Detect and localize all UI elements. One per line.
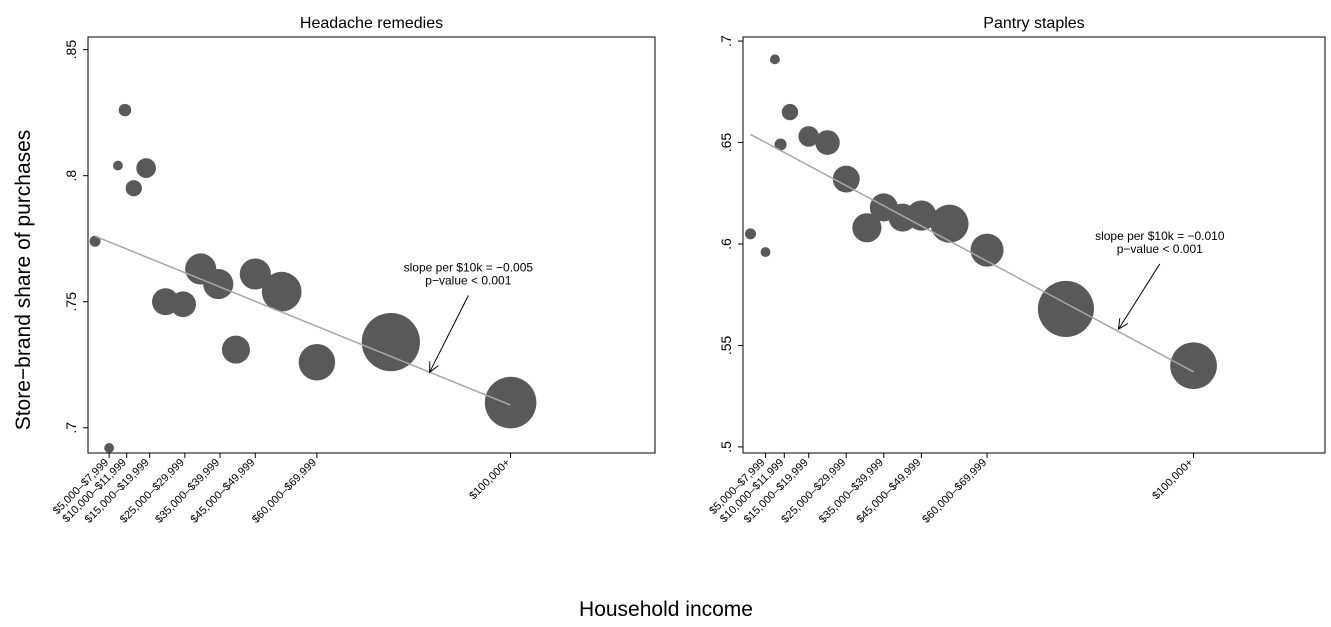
y-tick-label: .85 (63, 40, 79, 60)
data-point (781, 103, 799, 121)
data-point (1170, 342, 1217, 390)
y-tick-label: .75 (63, 292, 79, 312)
y-tick-label: .55 (718, 336, 734, 356)
panel-pantry-staples: Pantry staples.5.55.6.65.7$5,000–$7,999$… (707, 15, 1326, 526)
x-axis-label: Household income (579, 598, 753, 621)
data-point (113, 160, 123, 171)
annotation-text: slope per $10k = −0.005 (404, 260, 534, 274)
annotation-arrowhead (1117, 318, 1129, 331)
data-point (170, 291, 196, 318)
x-tick-label: $45,000–$49,999 (188, 457, 257, 526)
x-tick-label: $60,000–$69,999 (920, 457, 989, 526)
y-tick-label: .7 (63, 422, 79, 434)
y-axis-label: Store−brand share of purchases (12, 130, 35, 431)
annotation-arrow (1118, 263, 1161, 330)
x-tick-label: $25,000–$29,999 (118, 457, 187, 526)
data-point (906, 200, 937, 231)
annotation-arrowhead (429, 361, 439, 374)
data-point (239, 258, 271, 290)
fit-line (750, 133, 1194, 373)
data-point (118, 103, 132, 117)
data-point (832, 165, 860, 193)
fit-line (94, 235, 511, 406)
x-tick-label: $45,000–$49,999 (854, 457, 923, 526)
y-tick-label: .65 (718, 133, 734, 153)
data-point (89, 235, 101, 247)
data-point (769, 54, 780, 65)
y-tick-label: .8 (63, 170, 79, 182)
data-point (136, 158, 156, 178)
data-point (125, 180, 142, 197)
plot-frame (87, 36, 656, 454)
data-point (815, 130, 840, 155)
data-point (361, 312, 420, 372)
y-tick-label: .7 (718, 35, 734, 47)
data-point (1037, 280, 1094, 337)
data-point (774, 138, 787, 151)
y-tick-label: .6 (718, 238, 734, 250)
data-point (298, 343, 336, 381)
data-point (261, 271, 302, 312)
data-point (852, 213, 882, 243)
x-tick-label: $35,000–$39,999 (153, 457, 222, 526)
data-point (203, 269, 234, 300)
chart-title: Headache remedies (300, 15, 443, 32)
x-tick-label: $25,000–$29,999 (779, 457, 848, 526)
data-point (798, 126, 819, 147)
chart-title: Pantry staples (983, 15, 1084, 32)
plot-frame (742, 36, 1326, 454)
annotation-text: p−value < 0.001 (1117, 242, 1203, 256)
data-point (970, 233, 1004, 267)
annotation-text: slope per $10k = −0.010 (1095, 229, 1225, 243)
y-tick-label: .5 (718, 441, 734, 453)
data-point (221, 335, 250, 364)
data-point (745, 228, 757, 240)
x-tick-label: $100,000+ (467, 457, 512, 502)
x-tick-label: $60,000–$69,999 (250, 457, 319, 526)
annotation-arrow (429, 295, 469, 373)
panel-headache-remedies: Headache remedies.7.75.8.85$5,000–$7,999… (51, 15, 656, 526)
data-point (104, 443, 115, 453)
x-tick-label: $100,000+ (1150, 457, 1195, 502)
data-point (484, 376, 537, 429)
x-tick-label: $35,000–$39,999 (817, 457, 886, 526)
annotation-text: p−value < 0.001 (425, 273, 511, 287)
data-point (760, 247, 771, 258)
data-point (930, 204, 969, 243)
